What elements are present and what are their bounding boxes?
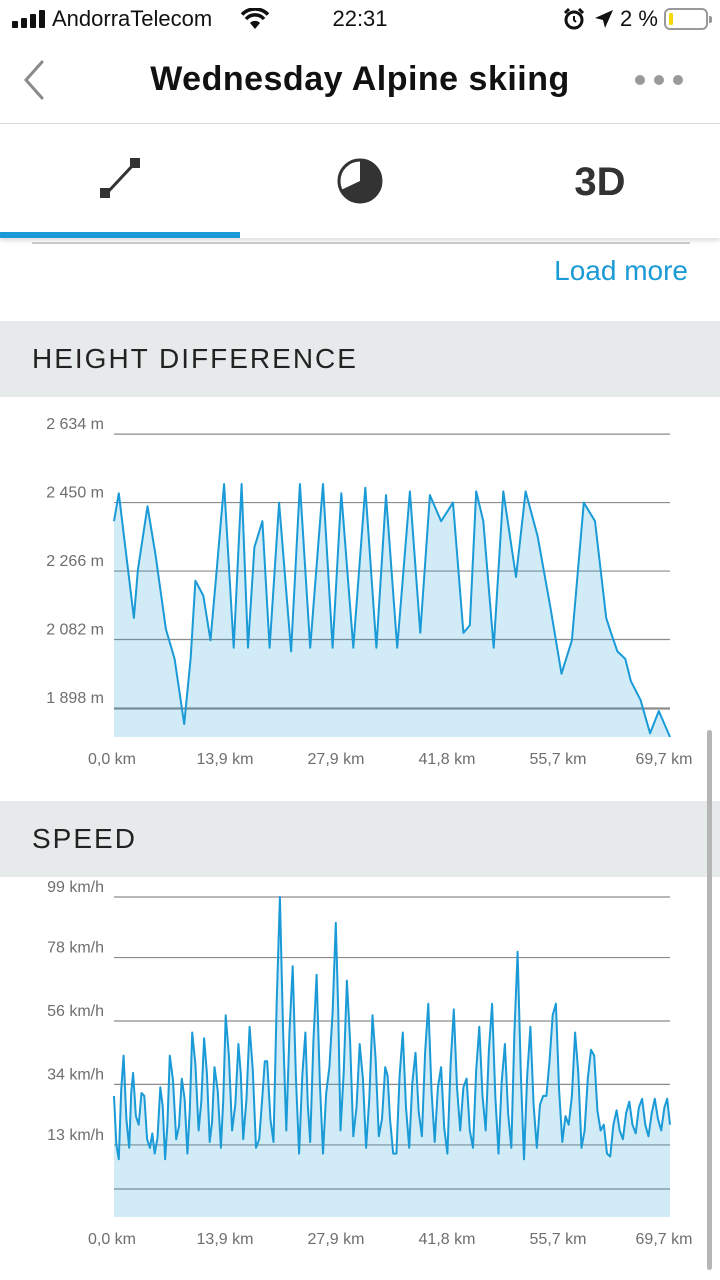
height-y-tick-label: 2 082 m xyxy=(46,622,104,639)
carrier-name: AndorraTelecom xyxy=(52,6,213,31)
location-arrow-icon xyxy=(595,10,613,28)
back-chevron-icon[interactable] xyxy=(18,58,48,102)
tab-3d[interactable]: 3D xyxy=(480,124,720,238)
page-title: Wednesday Alpine skiing xyxy=(150,60,570,98)
status-time: 22:31 xyxy=(332,6,388,31)
speed-x-tick-label: 41,8 km xyxy=(419,1231,476,1248)
pie-chart-icon xyxy=(337,158,383,204)
status-bar: AndorraTelecom 22:31 2 % xyxy=(0,0,720,40)
height-y-tick-label: 2 450 m xyxy=(46,485,104,502)
more-options-icon[interactable] xyxy=(632,70,686,90)
height-x-tick-label: 0,0 km xyxy=(88,751,136,768)
view-tabs: 3D xyxy=(0,124,720,238)
speed-area-fill xyxy=(114,897,670,1217)
speed-x-tick-label: 0,0 km xyxy=(88,1231,136,1248)
speed-series-line xyxy=(113,896,671,1161)
app-header: Wednesday Alpine skiing xyxy=(0,40,720,124)
tab-pie-chart[interactable] xyxy=(240,124,480,238)
height-difference-title: HEIGHT DIFFERENCE xyxy=(32,343,358,374)
height-y-tick-label: 1 898 m xyxy=(46,690,104,707)
load-more-link[interactable]: Load more xyxy=(554,255,688,286)
speed-y-tick-label: 78 km/h xyxy=(47,940,104,957)
height-difference-chart: 2 634 m 2 450 m 2 266 m 2 082 m 1 898 m 0,0 k… xyxy=(46,416,693,768)
speed-x-tick-label: 27,9 km xyxy=(308,1231,365,1248)
speed-y-tick-label: 99 km/h xyxy=(47,879,104,896)
height-x-tick-label: 27,9 km xyxy=(308,751,365,768)
tab-3d-label: 3D xyxy=(574,160,626,204)
alarm-icon xyxy=(563,8,585,30)
height-series-line xyxy=(113,483,671,738)
height-y-tick-label: 2 266 m xyxy=(46,553,104,570)
wifi-icon xyxy=(240,8,270,29)
signal-strength-icon xyxy=(12,10,46,28)
height-area-fill xyxy=(114,484,670,737)
height-x-tick-label: 55,7 km xyxy=(530,751,587,768)
tab-route[interactable] xyxy=(0,124,240,238)
speed-y-tick-label: 13 km/h xyxy=(47,1127,104,1144)
speed-header: SPEED xyxy=(0,801,720,877)
scrollbar[interactable] xyxy=(707,730,712,1270)
speed-y-tick-label: 56 km/h xyxy=(47,1003,104,1020)
speed-x-tick-label: 69,7 km xyxy=(636,1231,693,1248)
height-difference-header: HEIGHT DIFFERENCE xyxy=(0,321,720,397)
speed-x-tick-label: 13,9 km xyxy=(197,1231,254,1248)
speed-title: SPEED xyxy=(32,823,137,854)
height-y-tick-label: 2 634 m xyxy=(46,416,104,433)
battery-percentage: 2 % xyxy=(620,6,658,31)
speed-x-tick-label: 55,7 km xyxy=(530,1231,587,1248)
speed-chart: 99 km/h 78 km/h 56 km/h 34 km/h 13 km/h 0,0 k… xyxy=(47,879,693,1248)
speed-y-tick-label: 34 km/h xyxy=(47,1066,104,1083)
divider xyxy=(32,242,690,244)
route-line-icon xyxy=(100,158,140,198)
height-x-tick-label: 69,7 km xyxy=(636,751,693,768)
tab-selected-indicator xyxy=(0,232,240,238)
height-x-tick-label: 41,8 km xyxy=(419,751,476,768)
battery-icon xyxy=(664,8,712,30)
height-x-tick-label: 13,9 km xyxy=(197,751,254,768)
